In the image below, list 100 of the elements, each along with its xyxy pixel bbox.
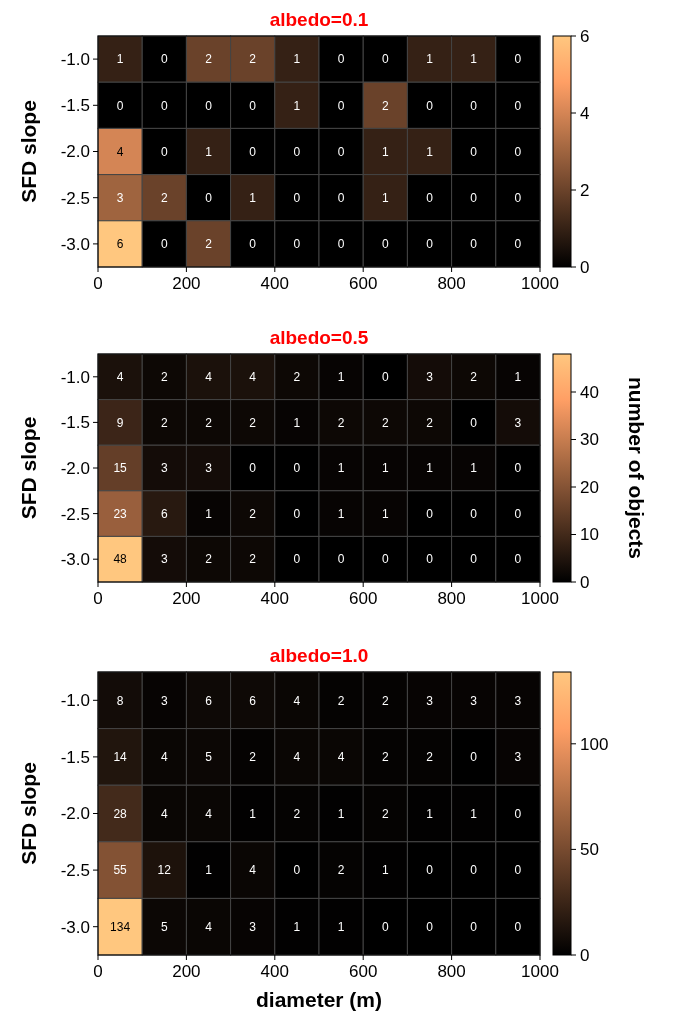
data-label: 4 [205, 370, 213, 384]
data-label: 0 [381, 52, 389, 67]
data-label: 1 [381, 144, 389, 159]
x-tick-label: 1000 [521, 274, 559, 293]
x-tick-label: 0 [93, 962, 103, 981]
data-label: 1 [514, 370, 522, 384]
data-label: 0 [514, 506, 522, 521]
data-label: 2 [381, 415, 389, 430]
data-label: 4 [160, 806, 168, 821]
data-label: 1 [426, 461, 434, 476]
data-label: 2 [205, 237, 213, 252]
data-label: 2 [249, 552, 257, 567]
data-label: 3 [205, 461, 213, 476]
data-label: 1 [337, 370, 345, 384]
x-tick-label: 600 [349, 274, 378, 293]
x-tick-label: 0 [93, 589, 103, 608]
data-label: 0 [514, 190, 522, 205]
data-label: 2 [337, 415, 345, 430]
data-label: 2 [426, 750, 434, 765]
data-label: 0 [514, 98, 522, 113]
data-label: 3 [470, 693, 478, 708]
y-axis-title: SFD slope [17, 100, 40, 203]
data-label: 3 [514, 415, 522, 430]
data-label: 14 [113, 750, 128, 765]
data-label: 4 [205, 806, 213, 821]
data-label: 2 [293, 370, 301, 384]
data-label: 2 [381, 693, 389, 708]
data-label: 2 [160, 415, 168, 430]
data-label: 2 [381, 806, 389, 821]
data-label: 1 [381, 863, 389, 878]
data-label: 0 [381, 237, 389, 252]
data-label: 0 [337, 144, 345, 159]
data-label: 0 [337, 552, 345, 567]
data-label: 6 [205, 693, 213, 708]
data-label: 1 [205, 144, 213, 159]
data-label: 55 [113, 863, 128, 878]
data-label: 134 [110, 919, 131, 934]
x-tick-label: 400 [260, 274, 289, 293]
data-label: 0 [160, 144, 168, 159]
data-label: 3 [160, 552, 168, 567]
y-tick-label: -1.5 [60, 96, 90, 116]
data-label: 8 [116, 693, 124, 708]
y-tick-label: -1.0 [60, 50, 90, 70]
data-label: 1 [470, 806, 478, 821]
data-label: 3 [514, 693, 522, 708]
data-label: 0 [293, 144, 301, 159]
data-label: 2 [249, 506, 257, 521]
data-label: 1 [249, 190, 257, 205]
data-label: 0 [514, 461, 522, 476]
data-label: 1 [426, 806, 434, 821]
data-label: 0 [249, 98, 257, 113]
data-label: 2 [249, 415, 257, 430]
data-label: 2 [249, 52, 257, 67]
data-label: 1 [337, 506, 345, 521]
data-label: 6 [116, 237, 124, 252]
color-bar-label: 30 [580, 430, 599, 450]
data-label: 2 [470, 370, 478, 384]
data-label: 0 [293, 552, 301, 567]
data-label: 2 [249, 750, 257, 765]
data-label: 0 [160, 237, 168, 252]
data-label: 2 [381, 750, 389, 765]
color-bar-label: 2 [580, 180, 590, 200]
x-tick-label: 200 [172, 274, 201, 293]
data-label: 1 [337, 919, 345, 934]
data-label: 0 [514, 919, 522, 934]
data-label: 4 [249, 370, 257, 384]
x-tick-label: 600 [349, 962, 378, 981]
data-label: 1 [293, 919, 301, 934]
color-bar-label: 20 [580, 477, 599, 497]
data-label: 0 [470, 144, 478, 159]
y-tick-label: -1.0 [60, 691, 90, 711]
data-label: 0 [514, 863, 522, 878]
data-label: 12 [157, 863, 172, 878]
y-axis-title: SFD slope [17, 416, 40, 520]
data-label: 2 [426, 415, 434, 430]
data-label: 1 [470, 461, 478, 476]
x-tick-label: 600 [349, 589, 378, 608]
data-label: 0 [470, 863, 478, 878]
data-label: 1 [426, 52, 434, 67]
data-label: 4 [337, 750, 345, 765]
y-tick-label: -1.0 [60, 367, 90, 387]
data-label: 0 [205, 190, 213, 205]
data-label: 0 [116, 98, 124, 113]
x-tick-label: 200 [172, 589, 201, 608]
y-tick-label: -3.0 [60, 550, 90, 570]
x-tick-label: 400 [260, 589, 289, 608]
data-label: 1 [205, 863, 213, 878]
data-label: 0 [426, 190, 434, 205]
data-label: 2 [160, 190, 168, 205]
y-tick-label: -3.0 [60, 234, 90, 254]
data-label: 4 [293, 693, 301, 708]
data-label: 0 [470, 237, 478, 252]
data-label: 1 [293, 98, 301, 113]
data-label: 2 [205, 415, 213, 430]
data-label: 1 [337, 461, 345, 476]
data-label: 0 [160, 52, 168, 67]
x-tick-label: 800 [437, 274, 466, 293]
data-label: 2 [205, 52, 213, 67]
data-label: 0 [293, 461, 301, 476]
data-label: 6 [249, 693, 257, 708]
